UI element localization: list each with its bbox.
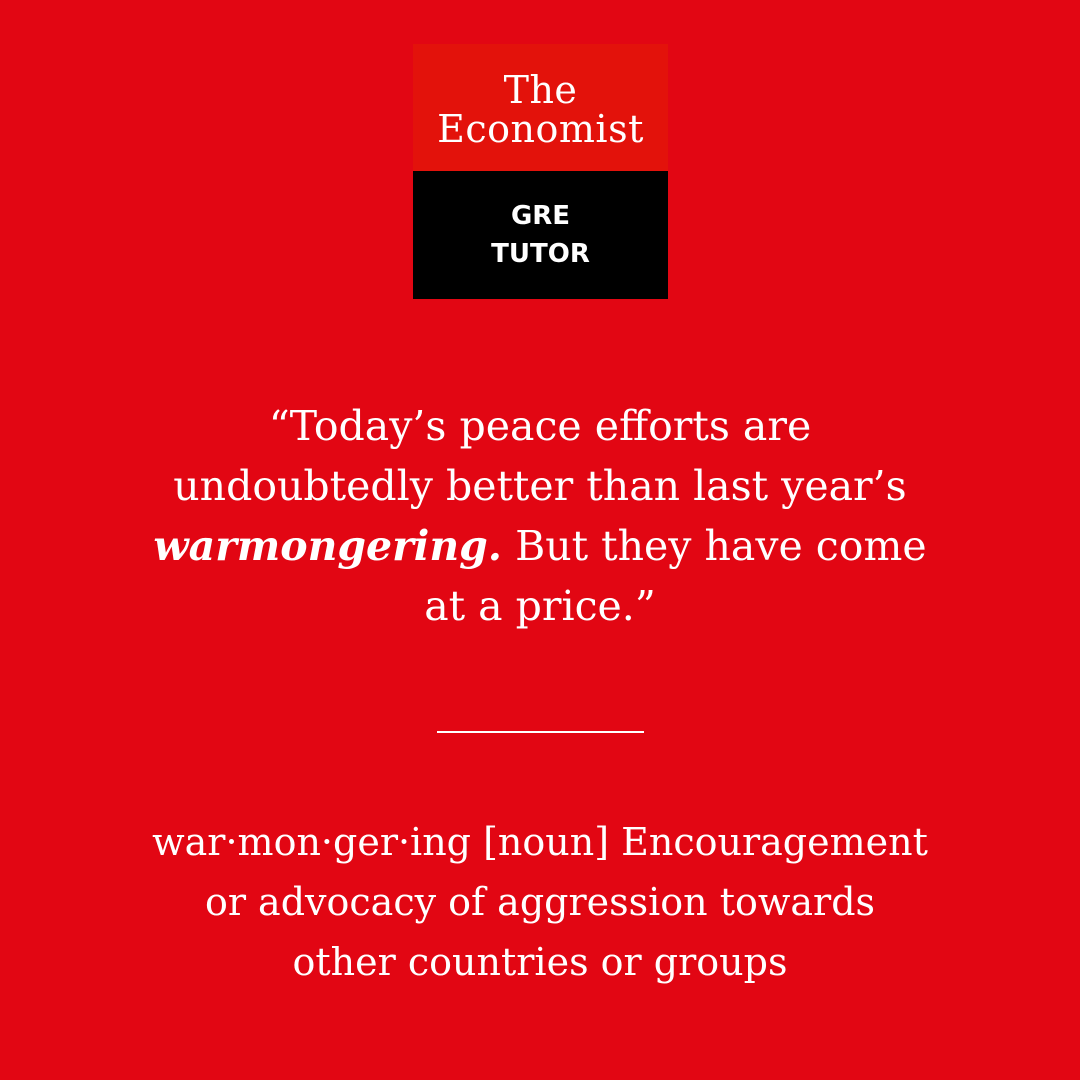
definition-line-1: war·mon·ger·ing [noun] Encouragement <box>152 820 928 864</box>
quote-text: “Today’s peace efforts are undoubtedly b… <box>90 396 990 636</box>
economist-logo: The Economist GRE TUTOR <box>413 44 668 299</box>
quote-line-4: at a price.” <box>424 582 656 630</box>
logo-brand-panel: The Economist <box>413 44 668 171</box>
definition-text: war·mon·ger·ing [noun] Encouragement or … <box>90 812 990 992</box>
definition-line-2: or advocacy of aggression towards <box>204 880 876 924</box>
quote-keyword: warmongering. <box>153 522 503 570</box>
quote-line-3: warmongering. But they have come <box>90 516 990 576</box>
logo-brand-line1: The <box>503 67 578 112</box>
definition-line-3: other countries or groups <box>292 940 788 984</box>
quote-line-2: undoubtedly better than last year’s <box>173 462 907 510</box>
quote-line-3-rest: But they have come <box>502 522 927 570</box>
logo-product-line2: TUTOR <box>491 239 590 269</box>
logo-brand-line2: Economist <box>437 106 644 151</box>
quote-line-1: “Today’s peace efforts are <box>268 402 812 450</box>
logo-product-line1: GRE <box>510 201 571 231</box>
divider-line <box>437 731 644 733</box>
logo-product-panel: GRE TUTOR <box>413 171 668 299</box>
